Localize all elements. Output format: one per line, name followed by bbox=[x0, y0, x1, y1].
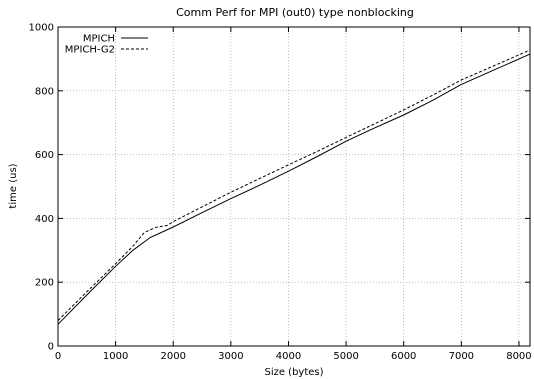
x-tick-label: 8000 bbox=[506, 351, 531, 362]
plot-frame bbox=[57, 26, 531, 347]
x-tick-label: 3000 bbox=[218, 351, 243, 362]
series-line-mpich bbox=[57, 53, 531, 325]
x-tick-label: 7000 bbox=[449, 351, 474, 362]
x-tick-label: 2000 bbox=[161, 351, 186, 362]
y-tick-label: 200 bbox=[35, 278, 54, 289]
series-line-mpich-g2 bbox=[57, 49, 531, 321]
x-tick-label: 1000 bbox=[103, 351, 128, 362]
y-tick-label: 400 bbox=[35, 214, 54, 225]
legend-label: MPICH bbox=[83, 34, 115, 45]
x-tick-label: 6000 bbox=[391, 351, 416, 362]
y-tick-label: 0 bbox=[48, 342, 54, 353]
series-lines bbox=[57, 49, 531, 325]
x-tick-label: 0 bbox=[55, 351, 61, 362]
y-axis-label: time (us) bbox=[8, 163, 19, 208]
grid bbox=[58, 27, 530, 346]
y-tick-label: 1000 bbox=[29, 23, 54, 34]
x-tick-label: 5000 bbox=[333, 351, 358, 362]
x-tick-label: 4000 bbox=[276, 351, 301, 362]
legend-label: MPICH-G2 bbox=[65, 45, 115, 56]
chart-title: Comm Perf for MPI (out0) type nonblockin… bbox=[176, 6, 414, 19]
y-tick-label: 800 bbox=[35, 86, 54, 97]
y-tick-label: 600 bbox=[35, 150, 54, 161]
x-axis-label: Size (bytes) bbox=[264, 367, 323, 378]
axis-ticks: 0 1000 2000 3000 4000 5000 6000 7000 8000 0 200 400… bbox=[29, 23, 532, 363]
